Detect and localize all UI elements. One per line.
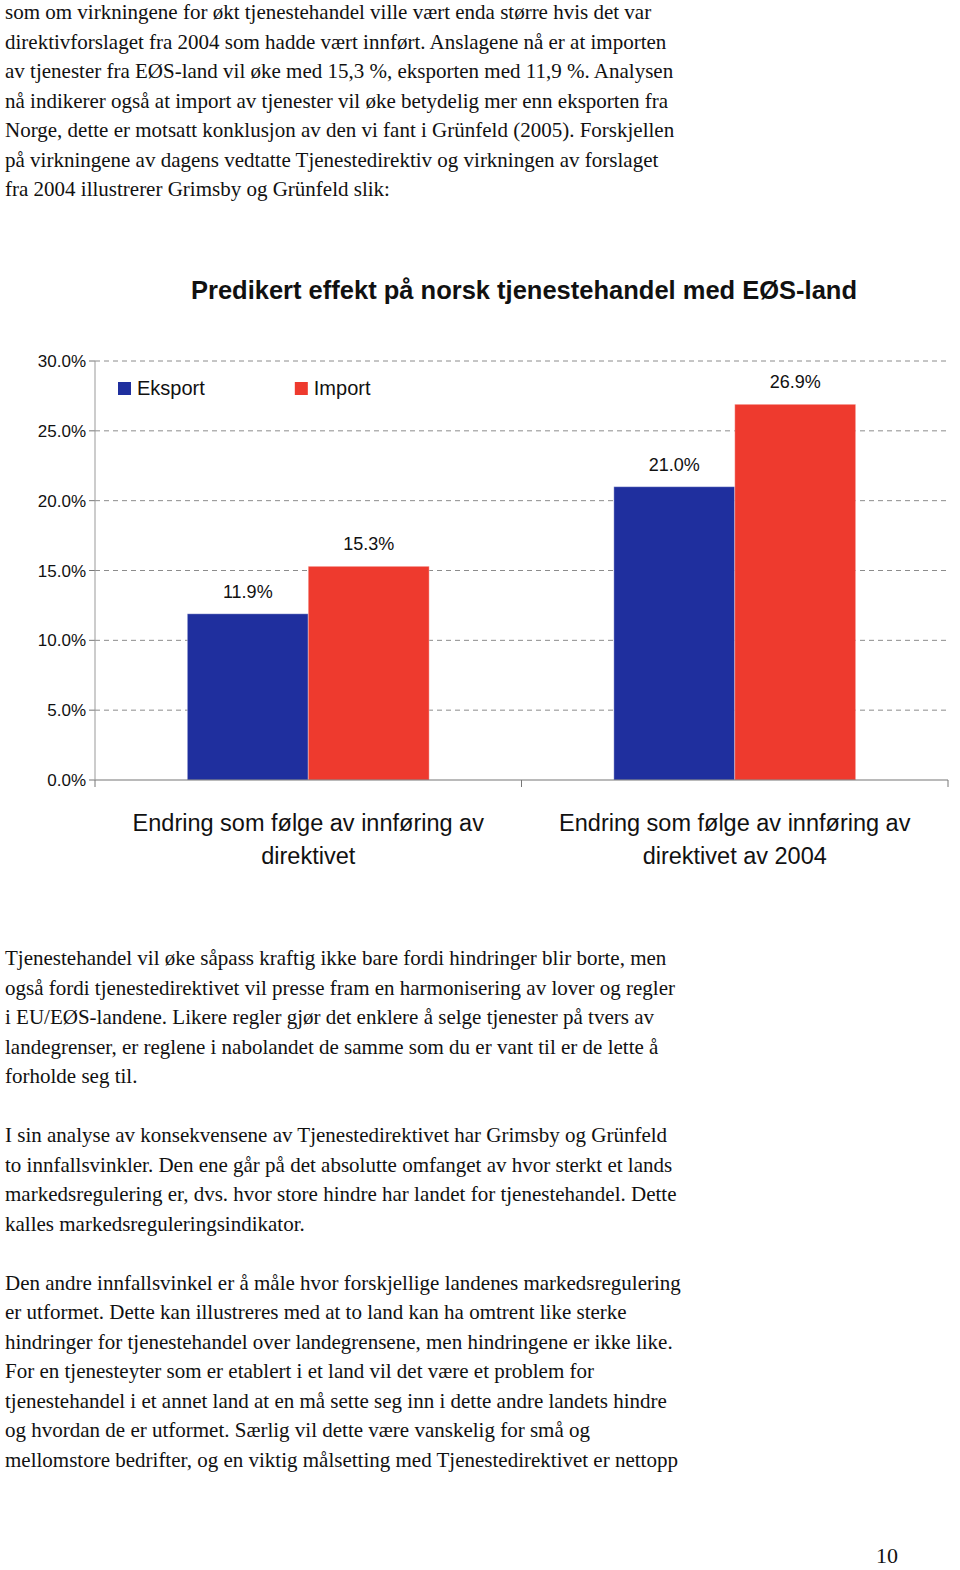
bar — [308, 566, 429, 780]
bars — [187, 404, 855, 780]
tick-mark — [89, 570, 95, 571]
tick-label: 5.0% — [47, 701, 86, 720]
tick-label: 0.0% — [47, 771, 86, 790]
tick-mark — [89, 640, 95, 641]
legend-label: Import — [314, 377, 371, 399]
text-line: I sin analyse av konsekvensene av Tjenes… — [5, 1123, 832, 1147]
data-label: 21.0% — [649, 455, 700, 475]
text-line: Norge, dette er motsatt konklusjon av de… — [5, 118, 832, 142]
tick-mark — [89, 361, 95, 362]
category-tick — [521, 780, 522, 787]
text-line: mellomstore bedrifter, og en viktig måls… — [5, 1448, 832, 1472]
tick-mark — [89, 710, 95, 711]
page-number: 10 — [876, 1543, 898, 1569]
legend-label: Eksport — [137, 377, 205, 399]
legend-swatch — [295, 382, 308, 395]
data-label: 26.9% — [770, 372, 821, 392]
text-line: som om virkningene for økt tjenestehande… — [5, 0, 832, 24]
tick-label: 10.0% — [38, 631, 86, 650]
data-label: 15.3% — [343, 534, 394, 554]
text-line: fra 2004 illustrerer Grimsby og Grünfeld… — [5, 177, 832, 201]
text-line: to innfallsvinkler. Den ene går på det a… — [5, 1153, 832, 1177]
text-line: Den andre innfallsvinkel er å måle hvor … — [5, 1271, 832, 1295]
category-label-line: Endring som følge av innføring av — [559, 810, 911, 836]
tick-mark — [89, 780, 95, 781]
grid-line — [95, 361, 948, 362]
category-tick — [948, 780, 949, 787]
text-line: i EU/EØS-landene. Likere regler gjør det… — [5, 1005, 832, 1029]
bar — [735, 404, 856, 780]
data-label: 11.9% — [223, 582, 273, 602]
text-line: For en tjenesteyter som er etablert i et… — [5, 1359, 832, 1383]
category-label-line: direktivet — [261, 843, 356, 869]
category-tick — [95, 780, 96, 787]
text-line: hindringer for tjenestehandel over lande… — [5, 1330, 832, 1354]
text-line: også fordi tjenestedirektivet vil presse… — [5, 976, 832, 1000]
tick-mark — [89, 430, 95, 431]
text-line: nå indikerer også at import av tjenester… — [5, 89, 832, 113]
legend: Eksport Import — [118, 377, 371, 399]
tick-label: 20.0% — [38, 492, 86, 511]
text-line: landegrenser, er reglene i nabolandet de… — [5, 1035, 832, 1059]
text-line: kalles markedsreguleringsindikator. — [5, 1212, 832, 1236]
text-line: Tjenestehandel vil øke såpass kraftig ik… — [5, 946, 832, 970]
category-label: Endring som følge av innføring av direkti… — [133, 810, 485, 869]
text-line: markedsregulering er, dvs. hvor store hi… — [5, 1182, 832, 1206]
legend-swatch — [118, 382, 131, 395]
category-label: Endring som følge av innføring av direkti… — [559, 810, 911, 869]
text-line: tjenestehandel i et annet land at en må … — [5, 1389, 832, 1413]
text-line: av tjenester fra EØS-land vil øke med 15… — [5, 59, 832, 83]
bar — [614, 487, 735, 780]
y-axis — [95, 361, 96, 780]
text-line: og hvordan de er utformet. Særlig vil de… — [5, 1418, 832, 1442]
category-label-line: Endring som følge av innføring av — [133, 810, 485, 836]
tick-label: 30.0% — [38, 352, 86, 371]
chart: Predikert effekt på norsk tjenestehandel… — [0, 0, 960, 1570]
text-line: forholde seg til. — [5, 1064, 832, 1088]
tick-label: 25.0% — [38, 422, 86, 441]
chart-title: Predikert effekt på norsk tjenestehandel… — [191, 276, 857, 304]
text-line: på virkningene av dagens vedtatte Tjenes… — [5, 148, 832, 172]
bar — [187, 614, 308, 780]
text-line: direktivforslaget fra 2004 som hadde vær… — [5, 30, 832, 54]
tick-mark — [89, 500, 95, 501]
category-label-line: direktivet av 2004 — [643, 843, 827, 869]
tick-label: 15.0% — [38, 562, 86, 581]
text-line: er utformet. Dette kan illustreres med a… — [5, 1300, 832, 1324]
